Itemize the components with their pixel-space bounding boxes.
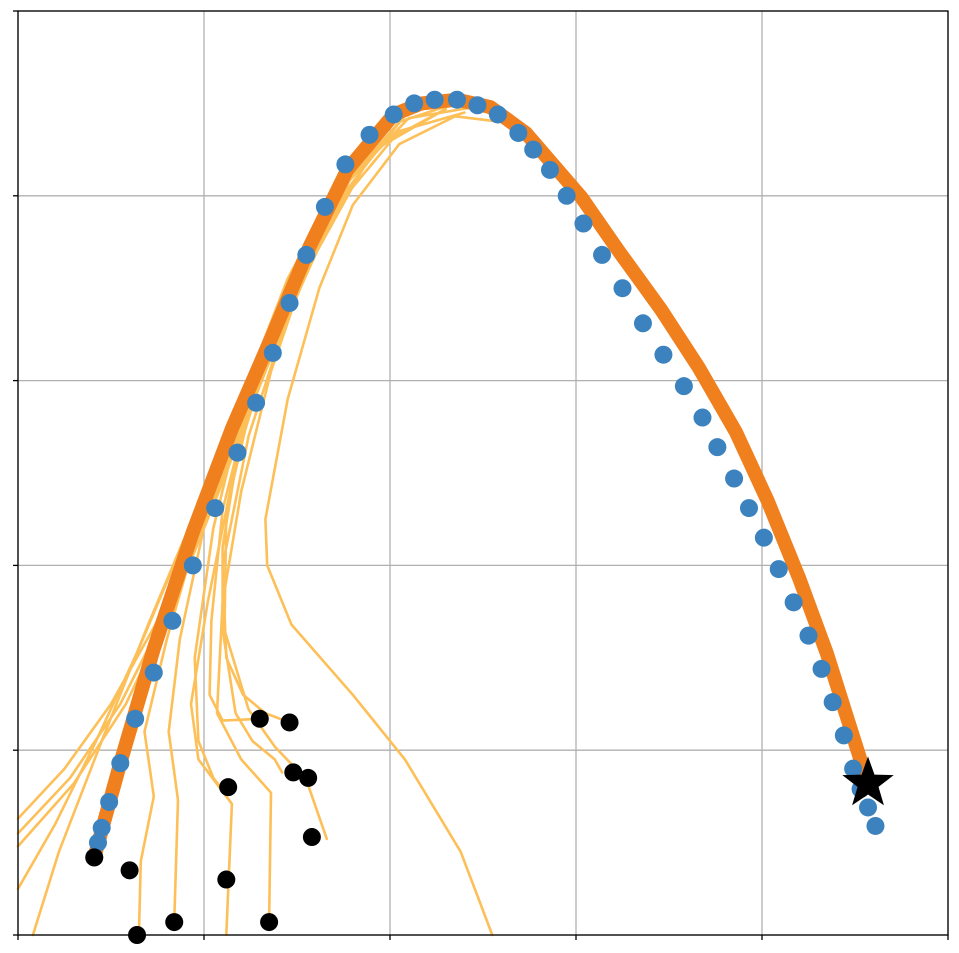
start-point-9 xyxy=(280,713,299,732)
waypoint-29 xyxy=(574,214,593,233)
start-point-5 xyxy=(217,870,236,889)
waypoint-15 xyxy=(297,245,316,264)
waypoint-38 xyxy=(739,499,758,518)
waypoint-28 xyxy=(557,186,576,205)
waypoint-20 xyxy=(405,94,424,113)
waypoint-26 xyxy=(524,140,543,159)
waypoint-17 xyxy=(336,155,355,174)
waypoint-25 xyxy=(509,123,528,142)
waypoint-46 xyxy=(844,759,863,778)
waypoint-5 xyxy=(111,754,130,773)
candidate-path-1 xyxy=(16,98,494,820)
start-points-layer xyxy=(85,709,321,944)
waypoint-19 xyxy=(384,105,403,124)
goal-layer xyxy=(842,756,894,806)
waypoint-49 xyxy=(866,816,885,835)
waypoint-3 xyxy=(92,818,111,837)
axis-ticks xyxy=(13,10,949,940)
waypoint-27 xyxy=(540,160,559,179)
candidate-path-14 xyxy=(221,111,466,724)
waypoint-42 xyxy=(799,626,818,645)
main-path-layer xyxy=(87,92,875,865)
start-point-1 xyxy=(85,848,104,867)
waypoint-24 xyxy=(488,105,507,124)
waypoint-12 xyxy=(247,393,266,412)
candidate-path-10 xyxy=(215,107,448,924)
start-point-4 xyxy=(165,913,184,932)
start-point-6 xyxy=(219,778,238,797)
candidate-path-12 xyxy=(223,102,457,841)
waypoint-2 xyxy=(88,833,107,852)
waypoint-4 xyxy=(100,792,119,811)
waypoint-45 xyxy=(834,726,853,745)
waypoint-9 xyxy=(183,556,202,575)
waypoint-23 xyxy=(468,96,487,115)
waypoint-14 xyxy=(280,293,299,312)
waypoint-39 xyxy=(754,528,773,547)
waypoint-10 xyxy=(206,499,225,518)
candidate-path-15 xyxy=(264,115,503,937)
start-point-8 xyxy=(250,709,269,728)
waypoint-30 xyxy=(593,245,612,264)
waypoint-6 xyxy=(126,709,145,728)
waypoint-41 xyxy=(784,593,803,612)
waypoint-11 xyxy=(228,443,247,462)
waypoint-33 xyxy=(654,345,673,364)
waypoint-13 xyxy=(263,343,282,362)
waypoint-34 xyxy=(674,377,693,396)
waypoint-22 xyxy=(447,90,466,109)
start-point-7 xyxy=(260,913,279,932)
waypoint-35 xyxy=(693,408,712,427)
waypoint-40 xyxy=(769,560,788,579)
main-path xyxy=(87,92,875,865)
candidate-path-6 xyxy=(137,98,457,937)
goal-star-marker xyxy=(842,756,894,806)
start-point-12 xyxy=(302,828,321,847)
waypoint-48 xyxy=(859,798,878,817)
waypoint-43 xyxy=(812,659,831,678)
waypoint-18 xyxy=(360,125,379,144)
waypoint-44 xyxy=(823,693,842,712)
candidate-path-5 xyxy=(31,115,392,937)
waypoint-32 xyxy=(633,314,652,333)
waypoint-16 xyxy=(315,197,334,216)
candidate-paths xyxy=(16,98,503,937)
start-point-11 xyxy=(299,768,318,787)
waypoint-31 xyxy=(613,279,632,298)
waypoints-layer xyxy=(85,90,885,867)
waypoint-36 xyxy=(708,438,727,457)
grid-lines xyxy=(17,10,949,936)
waypoint-37 xyxy=(725,469,744,488)
plot-frame xyxy=(17,10,949,936)
waypoint-21 xyxy=(425,90,444,109)
waypoint-7 xyxy=(144,663,163,682)
start-point-10 xyxy=(284,763,303,782)
start-point-2 xyxy=(120,861,139,880)
waypoint-8 xyxy=(163,611,182,630)
